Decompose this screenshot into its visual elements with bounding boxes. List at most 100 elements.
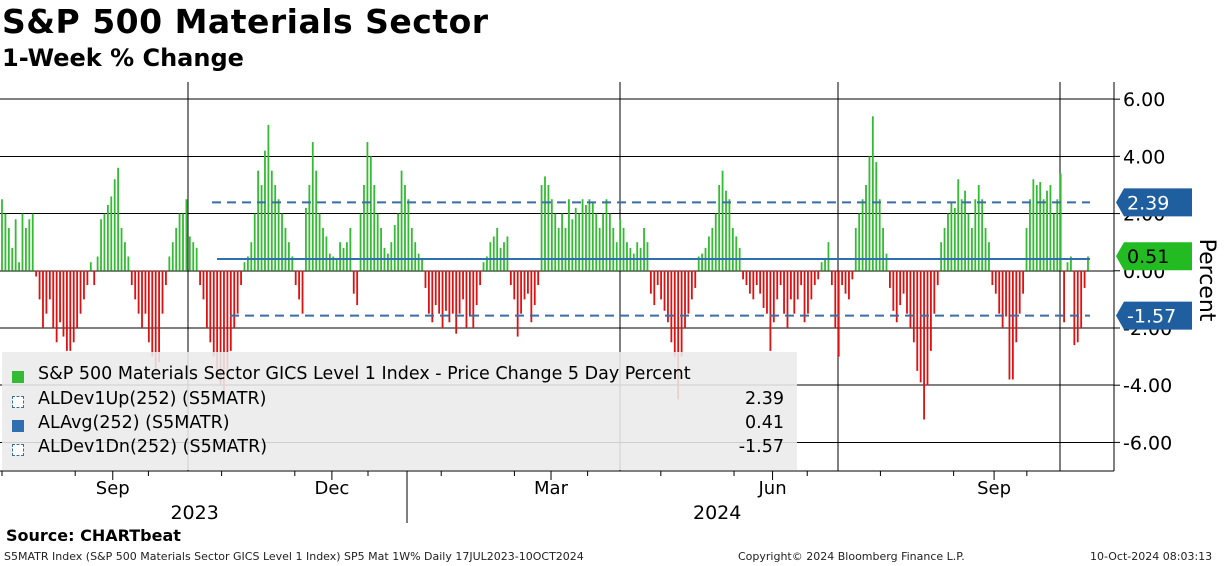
- bar: [988, 242, 990, 271]
- bar: [219, 270, 222, 386]
- bar: [195, 247, 198, 271]
- y-tick-label: -4.00: [1123, 375, 1172, 397]
- bar: [264, 150, 266, 271]
- bar: [11, 247, 14, 271]
- bar: [482, 262, 485, 271]
- bar: [1018, 270, 1021, 314]
- bar: [786, 270, 789, 328]
- bar: [270, 170, 273, 271]
- bar: [687, 270, 690, 314]
- bar: [496, 227, 499, 271]
- bar: [762, 270, 765, 308]
- bar: [229, 270, 232, 351]
- bar: [1059, 173, 1062, 271]
- bar: [844, 270, 847, 294]
- bar: [578, 213, 581, 271]
- bar: [533, 270, 536, 306]
- chart-title: S&P 500 Materials Sector: [2, 2, 489, 41]
- bar: [223, 270, 225, 394]
- bar: [165, 270, 167, 286]
- bar: [479, 270, 482, 286]
- bar-series: [1, 116, 1089, 420]
- bar: [602, 213, 604, 271]
- bar: [127, 256, 130, 271]
- bar: [83, 270, 85, 300]
- bar: [182, 213, 184, 271]
- bar: [943, 227, 946, 271]
- bar: [21, 213, 24, 271]
- bar: [649, 270, 652, 294]
- bar: [492, 236, 495, 271]
- legend-value: 0.41: [745, 413, 784, 433]
- bar: [1049, 184, 1052, 271]
- bar: [346, 242, 348, 271]
- bar: [373, 184, 376, 271]
- bar: [168, 256, 171, 271]
- value-tag: [1116, 301, 1192, 330]
- bar: [380, 227, 382, 271]
- bar: [550, 199, 553, 271]
- bar: [284, 227, 287, 271]
- bar: [837, 270, 840, 357]
- bar: [742, 270, 744, 280]
- bar: [916, 270, 919, 371]
- bar: [1080, 270, 1083, 328]
- bar: [670, 270, 673, 343]
- x-tick-label: Jun: [757, 478, 786, 499]
- bar: [622, 227, 625, 271]
- bar: [274, 184, 277, 271]
- bar: [991, 270, 994, 286]
- bar: [161, 270, 164, 314]
- bar: [783, 270, 785, 314]
- bar: [977, 184, 980, 271]
- y-tick-label: 4.00: [1123, 146, 1165, 168]
- bar: [147, 270, 150, 343]
- bar: [834, 270, 837, 328]
- bar: [865, 184, 867, 271]
- bar: [59, 270, 61, 323]
- bar: [906, 270, 908, 314]
- bar: [970, 227, 973, 271]
- bar: [427, 270, 430, 314]
- bar: [315, 170, 318, 271]
- bar: [96, 256, 99, 271]
- bar: [974, 199, 977, 271]
- bar: [1070, 256, 1072, 271]
- bar: [1063, 270, 1065, 323]
- bar: [735, 236, 738, 271]
- bar: [458, 270, 461, 314]
- bar: [591, 202, 594, 271]
- bar: [291, 256, 294, 271]
- bar: [1076, 270, 1079, 343]
- bar: [868, 156, 871, 271]
- bar: [950, 202, 953, 271]
- bar: [608, 213, 611, 271]
- bar: [643, 227, 645, 271]
- bar: [807, 270, 809, 314]
- x-tick-label: Mar: [534, 478, 569, 499]
- bar: [366, 142, 369, 271]
- bar: [489, 242, 492, 271]
- bar: [817, 270, 820, 280]
- bar: [895, 270, 898, 323]
- bar: [236, 270, 239, 314]
- year-label: 2023: [170, 502, 218, 524]
- bar: [947, 213, 949, 271]
- bar: [1052, 213, 1055, 271]
- bar: [349, 227, 352, 271]
- bar: [7, 227, 10, 271]
- bar: [417, 253, 420, 271]
- bar: [1039, 182, 1042, 271]
- bar: [89, 262, 92, 271]
- legend-item-avg: ALAvg(252) (S5MATR) 0.41: [12, 413, 792, 437]
- bar: [250, 242, 253, 271]
- bar: [301, 270, 304, 314]
- bar: [772, 270, 775, 323]
- bar: [185, 199, 188, 271]
- bar: [656, 270, 659, 286]
- bar: [697, 256, 700, 271]
- bar: [151, 270, 154, 357]
- bar: [861, 199, 864, 271]
- bar: [339, 242, 341, 271]
- bar: [882, 227, 884, 271]
